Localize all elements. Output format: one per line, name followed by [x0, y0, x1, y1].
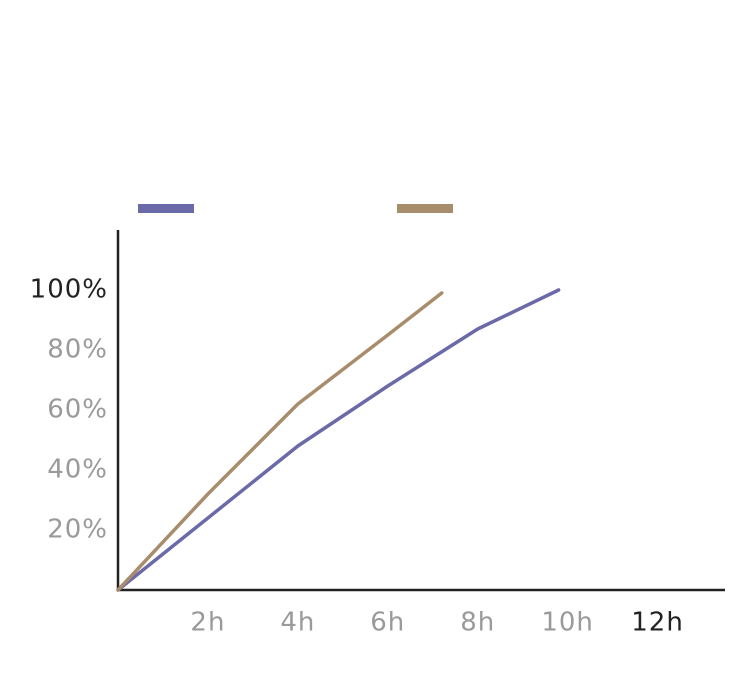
- x-tick-label: 4h: [280, 608, 315, 638]
- legend-swatch: [397, 204, 453, 213]
- y-tick-label: 40%: [47, 455, 108, 485]
- y-tick-label: 100%: [30, 275, 108, 305]
- series-line: [116, 288, 561, 592]
- legend-swatch: [138, 204, 194, 213]
- x-tick-label: 2h: [190, 608, 225, 638]
- y-tick-label: 20%: [47, 515, 108, 545]
- x-tick-label: 10h: [541, 608, 594, 638]
- x-tick-label: 6h: [370, 608, 405, 638]
- x-tick-label: 12h: [631, 608, 684, 638]
- series-line: [116, 291, 444, 592]
- x-tick-label: 8h: [460, 608, 495, 638]
- y-tick-label: 60%: [47, 395, 108, 425]
- y-tick-label: 80%: [47, 335, 108, 365]
